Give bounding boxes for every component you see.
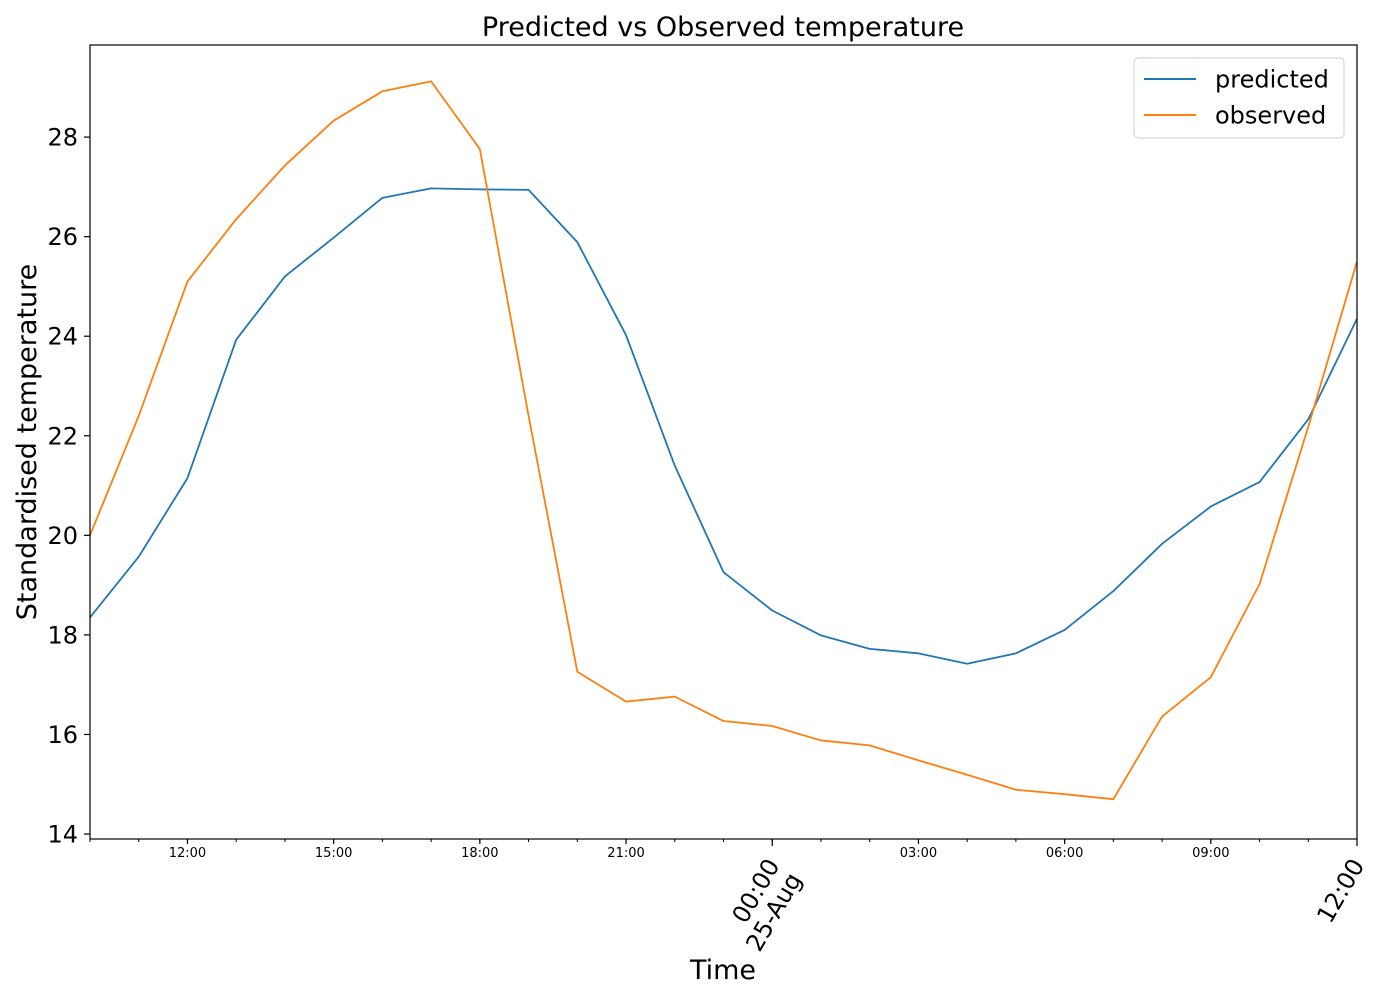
y-tick-label: 14	[47, 821, 78, 849]
x-axis-label: Time	[689, 955, 756, 986]
plot-frame	[89, 44, 1358, 840]
x-tick-label: 09:00	[1192, 846, 1229, 861]
series-line-observed	[89, 80, 1358, 801]
y-axis-ticks: 14 16 18 20 22 24 26 28	[47, 124, 90, 849]
x-tick-label: 15:00	[315, 846, 352, 861]
y-tick-label: 24	[47, 323, 78, 351]
legend-label-observed: observed	[1215, 102, 1326, 130]
x-tick-label: 12:00	[1311, 854, 1370, 928]
plot-lines	[89, 80, 1358, 801]
legend: predicted observed	[1133, 57, 1345, 139]
x-tick-label: 06:00	[1046, 846, 1083, 861]
series-line-predicted	[89, 187, 1358, 665]
x-tick-label: 18:00	[461, 846, 498, 861]
chart-title: Predicted vs Observed temperature	[482, 12, 964, 43]
x-tick-label: 21:00	[607, 846, 644, 861]
x-tick-label: 12:00	[169, 846, 206, 861]
y-tick-label: 26	[47, 223, 78, 251]
y-tick-label: 28	[47, 124, 78, 152]
x-tick-label: 03:00	[900, 846, 937, 861]
legend-label-predicted: predicted	[1215, 66, 1329, 94]
y-tick-label: 16	[47, 721, 78, 749]
y-tick-label: 20	[47, 522, 78, 550]
y-tick-label: 18	[47, 621, 78, 649]
y-tick-label: 22	[47, 422, 78, 450]
y-axis-label: Standardised temperature	[12, 264, 43, 620]
